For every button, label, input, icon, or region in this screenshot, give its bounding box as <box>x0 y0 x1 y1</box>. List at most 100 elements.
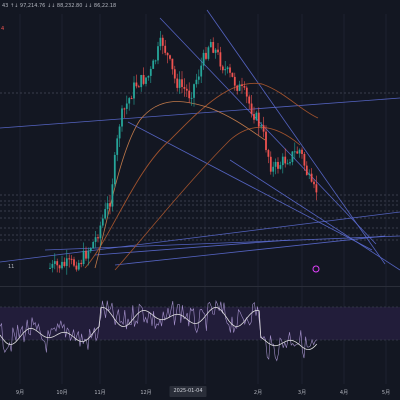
candle-body <box>118 126 121 139</box>
candle-body <box>253 114 255 120</box>
candle-body <box>262 125 265 132</box>
oscillator-signal-line <box>0 306 318 351</box>
pane-separator[interactable] <box>0 286 400 287</box>
candle-body <box>257 112 260 127</box>
candle-body <box>140 75 143 88</box>
trend-lines[interactable] <box>0 9 400 271</box>
candle-body <box>265 131 267 151</box>
legend-values: 43 ↑↓ 97,214.76 ↓↓ 88,232.80 ↓↓ 86,22.18 <box>2 3 117 9</box>
candle-body <box>185 88 188 91</box>
candle-body <box>73 259 75 266</box>
crosshair-date-label: 2025-01-04 <box>169 386 207 397</box>
candle-body <box>104 209 107 219</box>
candle-body <box>293 151 296 153</box>
candle-body <box>195 79 198 85</box>
candle-body <box>284 156 287 164</box>
candle-body <box>135 82 138 87</box>
candle-body <box>298 149 301 154</box>
candle-body <box>202 52 205 66</box>
time-axis-label: 11月 <box>94 390 106 396</box>
candle-body <box>281 156 284 166</box>
candle-body <box>209 41 212 48</box>
candle-body <box>238 84 241 91</box>
candle-body <box>221 66 224 71</box>
candle-body <box>99 225 102 239</box>
trend-line <box>44 235 400 251</box>
candle-body <box>68 258 71 260</box>
candle-body <box>260 125 263 127</box>
candle-body <box>248 96 251 104</box>
candle-body <box>49 267 51 269</box>
candle-body <box>61 261 63 269</box>
grid <box>19 14 387 384</box>
candle-body <box>269 156 272 172</box>
candle-body <box>241 84 243 87</box>
candle-body <box>197 76 200 80</box>
candle-body <box>51 263 54 268</box>
candle-body <box>164 45 167 53</box>
candle-body <box>313 181 315 185</box>
candle-body <box>301 149 303 154</box>
trend-line <box>94 239 291 256</box>
candle-body <box>94 237 97 242</box>
oscillator-line <box>0 300 317 362</box>
candle-body <box>53 261 56 264</box>
candle-body <box>274 161 277 167</box>
candle-body <box>137 86 140 88</box>
candle-body <box>87 251 90 259</box>
candle-body <box>315 184 318 193</box>
bar-marker-label: 11 <box>8 264 15 270</box>
candle-body <box>154 60 157 62</box>
candle-body <box>231 72 234 77</box>
candle-body <box>109 203 111 207</box>
candle-body <box>133 82 135 99</box>
candle-body <box>149 68 152 76</box>
candle-body <box>279 165 282 169</box>
candle-body <box>200 65 203 77</box>
trend-line <box>159 17 377 245</box>
candle-body <box>272 166 275 172</box>
candle-body <box>56 261 59 266</box>
candle-body <box>89 248 92 252</box>
candle-body <box>310 173 313 182</box>
candle-body <box>121 108 123 127</box>
candle-body <box>205 52 207 59</box>
candle-body <box>152 60 155 69</box>
candle-body <box>219 52 222 67</box>
candle-body <box>291 151 294 163</box>
candle-body <box>245 87 248 97</box>
candle-body <box>65 258 68 266</box>
candle-body <box>193 84 195 98</box>
candle-body <box>70 258 73 260</box>
candle-body <box>145 77 147 84</box>
trend-line <box>114 235 386 266</box>
candle-body <box>111 184 114 207</box>
candlestick-series <box>49 30 318 275</box>
trend-line <box>229 159 400 271</box>
alert-marker-icon[interactable] <box>312 265 320 273</box>
candle-body <box>106 203 109 210</box>
left-price-tag: 4 <box>1 26 5 32</box>
candle-body <box>305 165 308 175</box>
candle-body <box>92 241 95 249</box>
horizontal-levels <box>0 92 400 241</box>
candle-body <box>233 76 236 86</box>
candle-body <box>224 69 227 71</box>
candle-body <box>190 97 193 99</box>
candle-body <box>101 218 104 226</box>
candle-body <box>214 49 217 53</box>
candle-body <box>173 69 176 79</box>
oscillator-pane <box>0 300 400 362</box>
time-axis-label: 10月 <box>56 390 68 396</box>
trend-line <box>0 211 400 263</box>
time-axis-label: 3月 <box>297 390 307 396</box>
candle-body <box>157 46 159 61</box>
candle-body <box>255 112 258 120</box>
candle-body <box>181 79 183 87</box>
legend-bar: 43 ↑↓ 97,214.76 ↓↓ 88,232.80 ↓↓ 86,22.18 <box>0 0 400 14</box>
candle-body <box>176 78 179 88</box>
candle-body <box>142 75 145 84</box>
candle-body <box>207 47 210 59</box>
candle-body <box>308 173 311 175</box>
